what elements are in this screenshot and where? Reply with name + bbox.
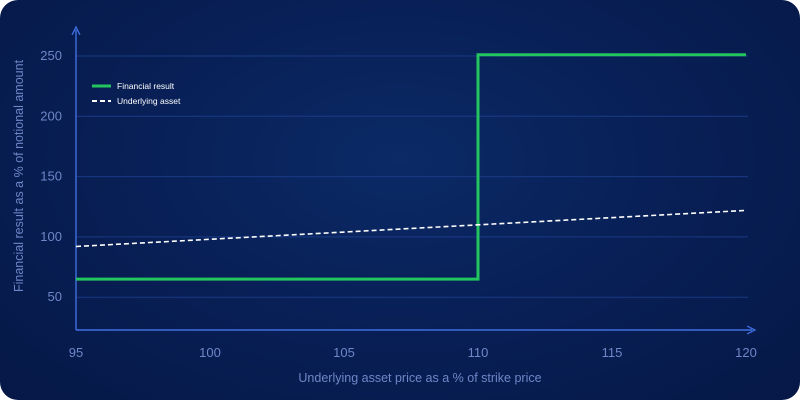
- series: [75, 53, 747, 281]
- legend-label-financial-result: Financial result: [117, 81, 175, 91]
- x-tick-label-100: 100: [199, 345, 221, 360]
- series-line-financial-result: [76, 53, 746, 281]
- grid: [76, 55, 748, 298]
- y-tick-label-100: 100: [40, 229, 62, 244]
- x-tick-label-95: 95: [69, 345, 83, 360]
- x-tick-label-105: 105: [333, 345, 355, 360]
- axes: [76, 30, 752, 330]
- y-tick-label-250: 250: [40, 48, 62, 63]
- y-tick-label-200: 200: [40, 108, 62, 123]
- y-axis-title: Financial result as a % of notional amou…: [12, 59, 26, 292]
- y-tick-label-150: 150: [40, 169, 62, 184]
- legend: Financial result Underlying asset: [92, 81, 181, 106]
- x-tick-label-120: 120: [735, 345, 757, 360]
- series-line-underlying-asset: [75, 209, 747, 248]
- tick-labels: 50 100 150 200 250 95 100 105 110 115 120: [40, 48, 757, 360]
- x-tick-label-115: 115: [602, 345, 623, 360]
- x-tick-label-110: 110: [468, 345, 489, 360]
- y-tick-label-50: 50: [48, 289, 62, 304]
- legend-label-underlying-asset: Underlying asset: [117, 96, 181, 106]
- x-axis-title: Underlying asset price as a % of strike …: [298, 371, 541, 385]
